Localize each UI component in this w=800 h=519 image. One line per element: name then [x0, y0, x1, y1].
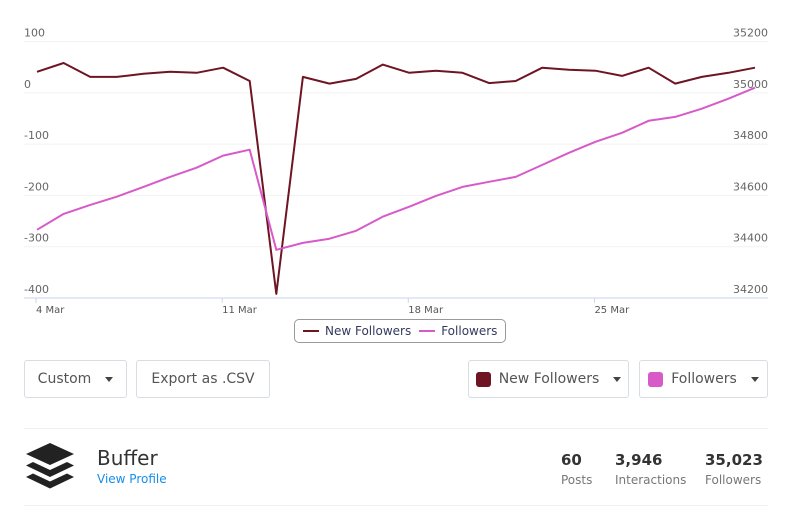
stat-posts-value: 60 — [561, 451, 582, 469]
svg-text:34200: 34200 — [733, 283, 768, 296]
stat-posts-label: Posts — [561, 473, 593, 487]
series1-label: New Followers — [498, 371, 600, 387]
export-csv-label: Export as .CSV — [151, 371, 255, 387]
svg-text:34600: 34600 — [733, 180, 768, 193]
legend-item-followers[interactable]: Followers — [419, 324, 497, 338]
series2-metric-dropdown[interactable]: Followers — [639, 360, 768, 398]
svg-text:4 Mar: 4 Mar — [36, 305, 65, 316]
stat-interactions-value: 3,946 — [615, 451, 663, 469]
x-axis-ticks: 4 Mar 11 Mar 18 Mar 25 Mar — [35, 298, 630, 316]
stat-followers-value: 35,023 — [705, 451, 763, 469]
color-swatch-icon — [648, 371, 664, 387]
chart-legend: New Followers Followers — [294, 319, 507, 343]
svg-text:11 Mar: 11 Mar — [222, 305, 258, 316]
svg-text:35000: 35000 — [733, 78, 768, 91]
svg-text:25 Mar: 25 Mar — [594, 305, 630, 316]
chevron-down-icon — [613, 376, 622, 382]
legend-swatch-new-followers — [303, 330, 319, 332]
chevron-down-icon — [105, 376, 114, 382]
svg-text:100: 100 — [24, 27, 45, 40]
svg-text:34400: 34400 — [733, 232, 768, 245]
line-chart: 100 0 -100 -200 -300 -400 35200 35000 34800 3460… — [24, 27, 768, 316]
legend-swatch-followers — [419, 330, 436, 332]
view-profile-link[interactable]: View Profile — [97, 472, 167, 486]
svg-text:0: 0 — [24, 78, 31, 91]
stat-interactions: 3,946 Interactions — [615, 451, 686, 487]
svg-text:-100: -100 — [24, 129, 49, 142]
stat-posts: 60 Posts — [561, 451, 592, 487]
stat-followers: 35,023 Followers — [705, 451, 763, 487]
buffer-stack-icon — [26, 443, 74, 489]
left-y-axis-labels: 100 0 -100 -200 -300 -400 — [24, 27, 49, 297]
series2-label: Followers — [671, 371, 737, 387]
svg-text:-200: -200 — [24, 180, 49, 193]
color-swatch-icon — [475, 371, 491, 387]
svg-text:34800: 34800 — [733, 129, 768, 142]
stat-interactions-label: Interactions — [615, 473, 687, 487]
date-range-label: Custom — [37, 371, 92, 387]
svg-text:-300: -300 — [24, 232, 49, 245]
svg-text:-400: -400 — [24, 283, 49, 296]
legend-item-new-followers[interactable]: New Followers — [303, 324, 411, 338]
divider-bottom — [24, 505, 768, 506]
divider-top — [24, 428, 768, 429]
export-csv-button[interactable]: Export as .CSV — [136, 360, 270, 398]
svg-text:18 Mar: 18 Mar — [408, 305, 444, 316]
stat-followers-label: Followers — [705, 473, 762, 487]
legend-label-new-followers: New Followers — [325, 324, 412, 338]
new-followers-line[interactable] — [36, 62, 756, 295]
legend-label-followers: Followers — [441, 324, 498, 338]
series1-metric-dropdown[interactable]: New Followers — [468, 360, 629, 398]
right-y-axis-labels: 35200 35000 34800 34600 34400 34200 — [733, 27, 768, 297]
date-range-dropdown[interactable]: Custom — [24, 360, 127, 398]
svg-text:35200: 35200 — [733, 27, 768, 40]
grid-lines — [24, 41, 768, 248]
followers-line[interactable] — [36, 86, 756, 251]
profile-name: Buffer — [97, 446, 158, 470]
chevron-down-icon — [750, 376, 759, 382]
